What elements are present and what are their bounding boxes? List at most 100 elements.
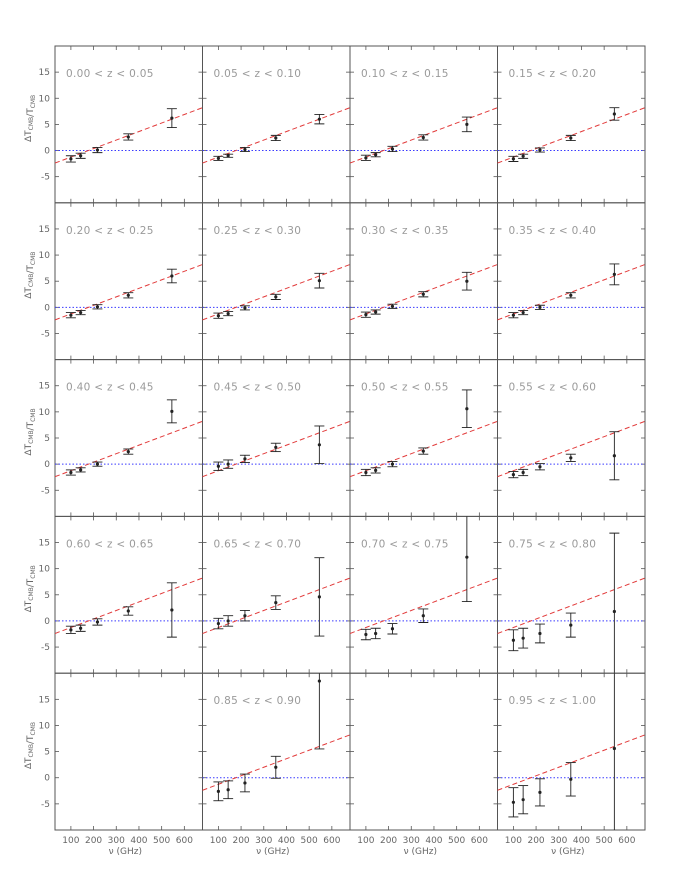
point-marker xyxy=(521,310,525,315)
y-tick-label: 5 xyxy=(44,434,50,444)
panel-label: 0.15 < z < 0.20 xyxy=(509,68,597,80)
panel-18: 0.85 < z < 0.90 xyxy=(202,672,351,831)
data-point-3 xyxy=(239,773,250,793)
x-tick-label: 400 xyxy=(130,836,147,846)
data-point-4 xyxy=(270,755,281,779)
y-tick-label: -5 xyxy=(41,800,50,810)
point-marker xyxy=(538,148,542,152)
panels-layer: 0.00 < z < 0.05 0.05 < z < 0.10 0.10 < z <… xyxy=(54,45,646,831)
data-point-4 xyxy=(418,134,429,141)
point-marker xyxy=(69,157,73,161)
point-marker xyxy=(274,295,278,299)
point-marker xyxy=(538,790,542,794)
point-marker xyxy=(317,117,321,121)
x-axis-title: ν (GHz) xyxy=(109,847,142,857)
point-marker xyxy=(538,465,542,469)
data-point-3 xyxy=(387,303,398,309)
point-marker xyxy=(216,464,220,468)
panel-4: 0.15 < z < 0.20 xyxy=(497,45,646,204)
x-tick-label: 400 xyxy=(278,836,295,846)
panel-label: 0.55 < z < 0.60 xyxy=(509,382,597,394)
data-point-1 xyxy=(508,312,519,319)
panel-frame xyxy=(54,672,203,831)
y-tick-label: -5 xyxy=(41,486,50,496)
point-marker xyxy=(569,136,573,140)
point-marker xyxy=(317,443,321,447)
point-marker xyxy=(612,609,616,614)
panel-label: 0.25 < z < 0.30 xyxy=(214,225,302,237)
point-marker xyxy=(243,781,247,785)
data-point-4 xyxy=(565,134,576,142)
axes-layer: -5 0 5 10 15 ΔTCMB/TCMB -5 0 5 10 15 ΔTCMB/TCMB -5 0 5… xyxy=(24,68,636,857)
data-point-2 xyxy=(75,624,86,632)
point-marker xyxy=(95,620,100,624)
data-point-4 xyxy=(123,606,134,616)
panel-14: 0.65 < z < 0.70 xyxy=(202,515,351,674)
x-tick-label: 500 xyxy=(153,836,170,846)
data-point-5 xyxy=(314,272,325,289)
point-marker xyxy=(126,135,130,139)
point-marker xyxy=(226,788,230,792)
x-tick-label: 200 xyxy=(232,836,249,846)
panel-11: 0.50 < z < 0.55 xyxy=(349,359,498,517)
data-point-1 xyxy=(360,628,371,641)
x-tick-label: 600 xyxy=(323,836,340,846)
point-marker xyxy=(170,409,174,413)
x-tick-label: 500 xyxy=(596,836,613,846)
model-line xyxy=(497,420,645,478)
y-axis-labels: -5 0 5 10 15 ΔTCMB/TCMB -5 0 5 10 15 ΔTCMB/TCMB -5 0 5… xyxy=(24,68,50,810)
y-axis-title: ΔTCMB/TCMB xyxy=(24,408,37,455)
data-point-3 xyxy=(387,145,398,153)
x-tick-label: 300 xyxy=(108,836,125,846)
y-tick-label: 10 xyxy=(39,565,51,575)
y-tick-label: 5 xyxy=(44,591,50,601)
point-marker xyxy=(69,470,73,475)
model-line xyxy=(55,577,203,634)
x-tick-label: 200 xyxy=(380,836,397,846)
point-marker xyxy=(511,157,515,161)
data-point-4 xyxy=(270,134,281,142)
data-point-3 xyxy=(92,304,103,310)
panel-plot-area xyxy=(350,389,498,478)
point-marker xyxy=(521,636,525,640)
panel-label: 0.45 < z < 0.50 xyxy=(214,382,302,394)
panel-label: 0.35 < z < 0.40 xyxy=(509,225,597,237)
data-point-2 xyxy=(518,468,529,477)
point-marker xyxy=(421,449,425,453)
y-axis-title: ΔTCMB/TCMB xyxy=(24,722,37,769)
x-axis-title: ν (GHz) xyxy=(404,847,437,857)
data-point-3 xyxy=(534,463,545,471)
data-point-2 xyxy=(518,310,529,316)
x-tick-label: 400 xyxy=(573,836,590,846)
panel-label: 0.10 < z < 0.15 xyxy=(361,68,449,80)
data-point-5 xyxy=(609,431,620,481)
data-point-5 xyxy=(166,582,177,638)
x-axis-title: ν (GHz) xyxy=(551,847,584,857)
y-tick-label: -5 xyxy=(41,329,50,339)
data-point-5 xyxy=(314,114,325,125)
data-point-4 xyxy=(565,762,576,797)
panel-plot-area xyxy=(202,107,350,164)
point-marker xyxy=(95,462,100,466)
panel-10: 0.45 < z < 0.50 xyxy=(202,359,351,517)
y-tick-label: 0 xyxy=(44,147,50,157)
point-marker xyxy=(226,154,230,158)
point-marker xyxy=(317,679,321,683)
y-tick-label: -5 xyxy=(41,173,50,183)
data-point-5 xyxy=(166,268,177,284)
point-marker xyxy=(521,154,525,158)
data-point-5 xyxy=(609,107,620,121)
data-point-1 xyxy=(213,312,224,319)
data-point-3 xyxy=(239,305,250,311)
y-tick-label: 5 xyxy=(44,748,50,758)
y-axis-title: ΔTCMB/TCMB xyxy=(24,95,37,142)
x-tick-label: 500 xyxy=(448,836,465,846)
panel-2: 0.05 < z < 0.10 xyxy=(202,45,351,204)
data-point-5 xyxy=(314,557,325,637)
data-point-3 xyxy=(387,623,398,635)
point-marker xyxy=(390,627,395,631)
data-point-4 xyxy=(418,291,429,298)
data-point-2 xyxy=(370,309,381,315)
data-point-4 xyxy=(123,292,134,299)
panel-8: 0.35 < z < 0.40 xyxy=(497,202,646,361)
